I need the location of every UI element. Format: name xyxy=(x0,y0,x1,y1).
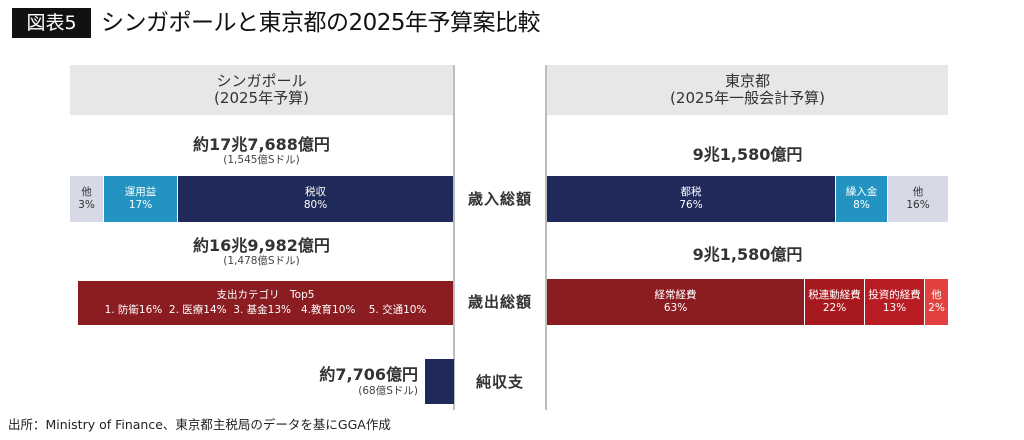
singapore-revenue-total-sgd: (1,545億Sドル) xyxy=(223,154,300,166)
segment-value: 3% xyxy=(78,199,95,211)
singapore-revenue-bar: 他 3% 運用益 17% 税収 80% xyxy=(70,176,453,222)
singapore-header-period: (2025年予算) xyxy=(214,89,309,107)
segment-value: 8% xyxy=(853,199,870,211)
expenditure-top5-heading: 支出カテゴリ Top5 xyxy=(216,289,315,301)
singapore-expenditure-total: 約16兆9,982億円 xyxy=(193,236,330,255)
tokyo-revenue-other-segment: 他 16% xyxy=(887,176,948,222)
segment-label: 他 xyxy=(931,289,942,301)
segment-value: 17% xyxy=(128,199,153,211)
tokyo-expenditure-other-segment: 他 2% xyxy=(924,279,948,325)
row-label-revenue: 歳入総額 xyxy=(467,190,532,208)
expenditure-top5-list: 1. 防衛16% 2. 医療14% 3. 基金13% 4.教育10% 5. 交通… xyxy=(104,304,427,316)
singapore-net-total-sgd: (68億Sドル) xyxy=(358,385,418,397)
singapore-expenditure-total-sgd: (1,478億Sドル) xyxy=(223,255,300,267)
singapore-header-name: シンガポール xyxy=(216,72,307,90)
singapore-revenue-other-segment: 他 3% xyxy=(70,176,103,222)
tokyo-revenue-metro-tax-segment: 都税 76% xyxy=(547,176,835,222)
singapore-expenditure-top5-box: 支出カテゴリ Top5 1. 防衛16% 2. 医療14% 3. 基金13% 4… xyxy=(78,281,453,325)
singapore-net-total: 約7,706億円 xyxy=(319,365,418,384)
tokyo-header-name: 東京都 xyxy=(724,72,770,90)
row-label-net: 純収支 xyxy=(475,373,524,391)
tokyo-expenditure-investment-segment: 投資的経費 13% xyxy=(864,279,924,325)
segment-label: 他 xyxy=(912,186,924,198)
segment-value: 2% xyxy=(928,302,945,314)
source-note: 出所：Ministry of Finance、東京都主税局のデータを基にGGA作… xyxy=(8,417,391,432)
tokyo-expenditure-tax-linked-segment: 税連動経費 22% xyxy=(804,279,864,325)
right-panel-divider xyxy=(545,65,547,410)
segment-value: 63% xyxy=(663,302,688,314)
tokyo-expenditure-bar: 経常経費 63% 税連動経費 22% 投資的経費 13% 他 2% xyxy=(547,279,948,325)
segment-label: 経常経費 xyxy=(654,289,697,301)
segment-label: 繰入金 xyxy=(845,186,878,198)
segment-value: 76% xyxy=(679,199,703,211)
singapore-revenue-total: 約17兆7,688億円 xyxy=(193,135,330,154)
segment-label: 税連動経費 xyxy=(808,289,861,301)
tokyo-expenditure-total: 9兆1,580億円 xyxy=(692,245,803,264)
segment-value: 22% xyxy=(822,302,847,314)
segment-label: 他 xyxy=(81,186,92,198)
segment-value: 16% xyxy=(906,199,930,211)
tokyo-expenditure-recurring-segment: 経常経費 63% xyxy=(547,279,804,325)
chart-title: シンガポールと東京都の2025年予算案比較 xyxy=(101,10,541,36)
tokyo-revenue-bar: 都税 76% 繰入金 8% 他 16% xyxy=(547,176,948,222)
figure-number-badge: 図表5 xyxy=(12,8,91,38)
segment-label: 都税 xyxy=(680,186,702,198)
segment-value: 80% xyxy=(303,199,328,211)
singapore-header: シンガポール (2025年予算) xyxy=(70,65,453,115)
tokyo-header: 東京都 (2025年一般会計予算) xyxy=(547,65,948,115)
segment-label: 税収 xyxy=(305,186,326,198)
singapore-revenue-tax-segment: 税収 80% xyxy=(177,176,453,222)
tokyo-revenue-transfer-segment: 繰入金 8% xyxy=(835,176,887,222)
tokyo-revenue-total: 9兆1,580億円 xyxy=(692,145,803,164)
segment-label: 運用益 xyxy=(124,186,157,198)
segment-label: 投資的経費 xyxy=(868,289,921,301)
tokyo-header-period: (2025年一般会計予算) xyxy=(670,89,825,107)
singapore-net-bar xyxy=(425,359,454,404)
row-label-expenditure: 歳出総額 xyxy=(467,293,532,311)
left-panel-divider xyxy=(453,65,455,410)
singapore-revenue-investment-segment: 運用益 17% xyxy=(103,176,177,222)
segment-value: 13% xyxy=(882,302,907,314)
